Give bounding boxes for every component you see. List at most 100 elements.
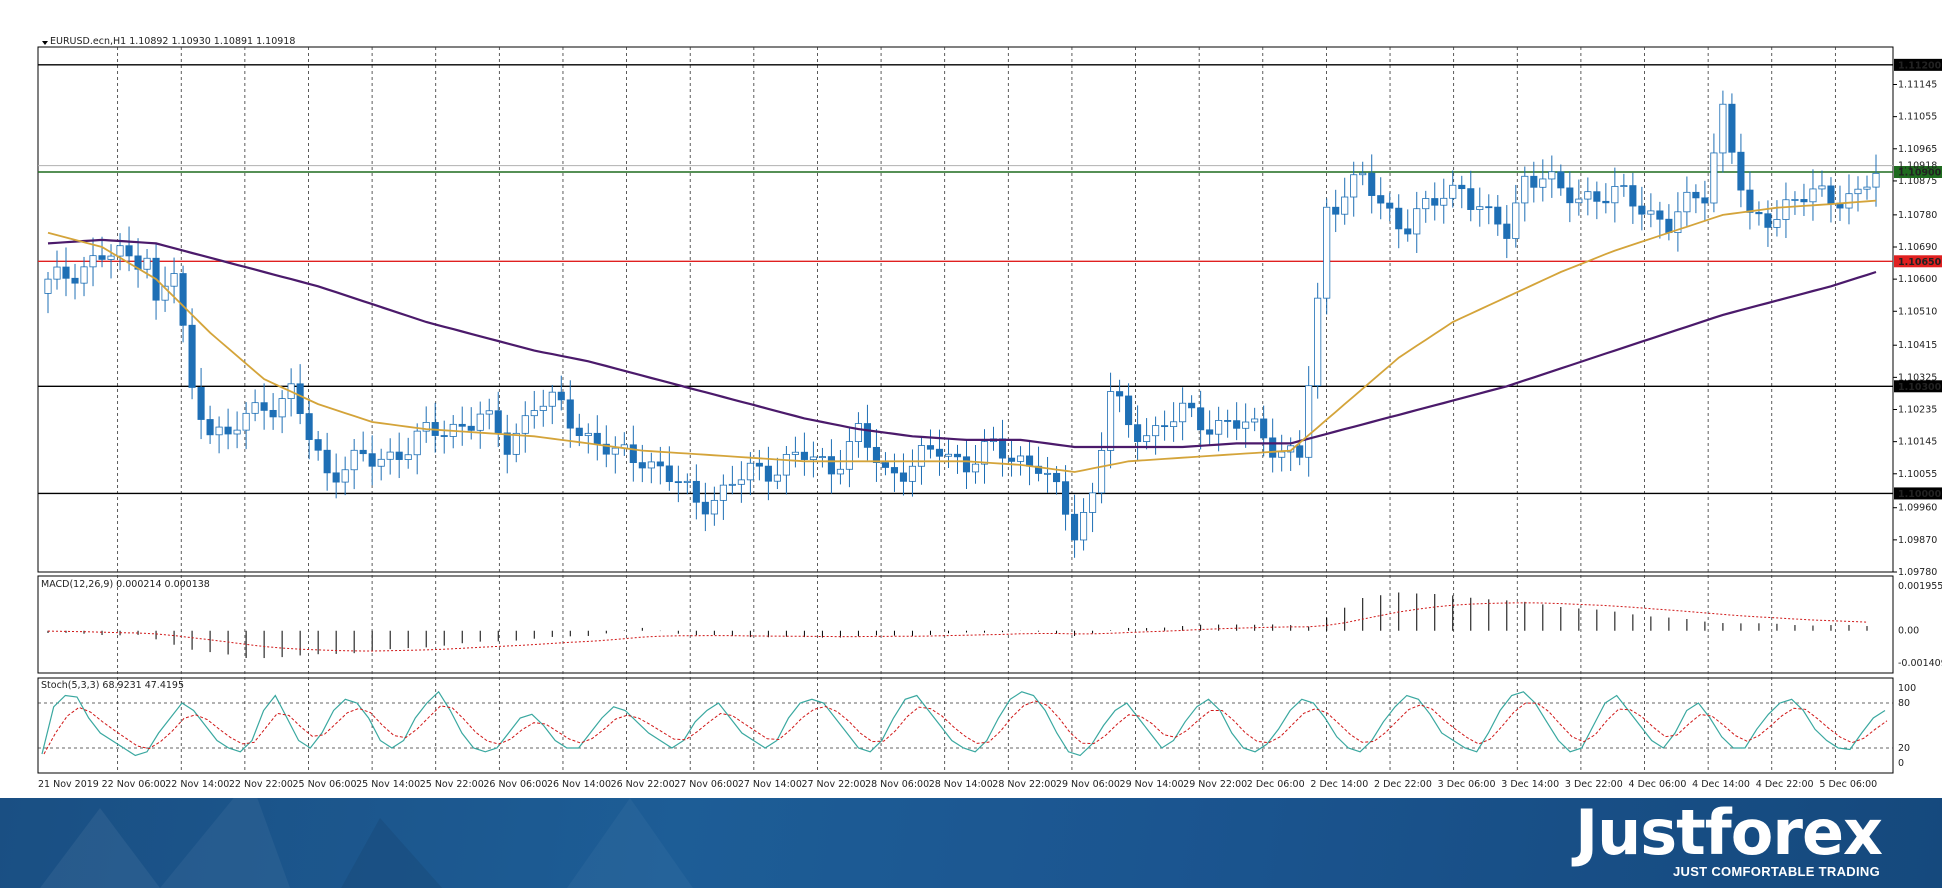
macd-axis-label: 0.00 bbox=[1898, 626, 1919, 637]
candle bbox=[1809, 188, 1817, 203]
candle bbox=[629, 444, 637, 464]
candle bbox=[1548, 171, 1556, 180]
candle bbox=[1791, 199, 1799, 201]
candle bbox=[1458, 184, 1466, 190]
candle bbox=[926, 445, 935, 450]
candle bbox=[1710, 152, 1718, 204]
candle bbox=[1521, 175, 1529, 204]
level-label-box bbox=[1894, 166, 1942, 178]
candle bbox=[1170, 421, 1178, 428]
stochastic-axis-label: 100 bbox=[1898, 683, 1916, 694]
candle bbox=[1872, 172, 1880, 188]
candle bbox=[539, 405, 547, 411]
candle bbox=[773, 474, 781, 482]
candle bbox=[1692, 191, 1700, 199]
candle bbox=[638, 462, 646, 469]
candle bbox=[611, 447, 619, 455]
candle bbox=[179, 273, 187, 326]
candle bbox=[404, 454, 412, 460]
moving-average-fast-line bbox=[47, 199, 1877, 473]
candle bbox=[575, 427, 583, 437]
candle bbox=[323, 449, 331, 474]
time-axis-label: 29 Nov 22:00 bbox=[1183, 779, 1247, 790]
symbol-title: EURUSD.ecn,H1 1.10892 1.10930 1.10891 1.… bbox=[50, 36, 295, 47]
candle bbox=[1305, 385, 1313, 458]
candle bbox=[764, 465, 772, 482]
level-label-box bbox=[1894, 255, 1942, 268]
time-axis-label: 28 Nov 06:00 bbox=[865, 779, 929, 790]
candle bbox=[1016, 455, 1025, 462]
candle bbox=[89, 255, 97, 268]
candle bbox=[1467, 188, 1475, 210]
stochastic-signal-line bbox=[43, 700, 1888, 755]
candle bbox=[206, 419, 214, 436]
candle bbox=[341, 469, 349, 483]
candle bbox=[1647, 210, 1655, 215]
chart-canvas[interactable]: 21 Nov 2019 22 Nov 06:00 22 Nov 14:00 22 No… bbox=[0, 0, 1942, 798]
candle bbox=[1350, 174, 1358, 198]
candle bbox=[1602, 200, 1610, 204]
price-axis-label: 1.10600 bbox=[1898, 274, 1937, 285]
dropdown-arrow-icon bbox=[42, 41, 48, 45]
price-axis-label: 1.10145 bbox=[1898, 437, 1937, 448]
candle bbox=[1052, 472, 1061, 483]
candle bbox=[161, 285, 169, 301]
candle bbox=[1242, 421, 1250, 429]
candle bbox=[422, 422, 430, 432]
candle bbox=[584, 432, 592, 437]
candle bbox=[836, 468, 844, 475]
candle bbox=[440, 435, 448, 437]
time-axis-label: 22 Nov 06:00 bbox=[102, 779, 166, 790]
candle bbox=[1449, 184, 1457, 199]
candle bbox=[1701, 197, 1709, 204]
candle bbox=[530, 410, 538, 417]
candle bbox=[1296, 445, 1304, 458]
current-price-label: 1.10918 bbox=[1898, 161, 1937, 172]
candle bbox=[1620, 185, 1628, 187]
candle bbox=[1377, 195, 1385, 204]
trading-chart[interactable]: 21 Nov 2019 22 Nov 06:00 22 Nov 14:00 22 No… bbox=[0, 0, 1942, 798]
candle bbox=[314, 439, 322, 451]
candle bbox=[116, 245, 124, 257]
candle bbox=[908, 465, 917, 482]
moving-average-slow-line bbox=[47, 238, 1877, 449]
candle bbox=[1107, 391, 1115, 451]
candle bbox=[395, 451, 403, 460]
candle bbox=[260, 402, 268, 411]
candle bbox=[1728, 103, 1736, 153]
macd-histogram-group bbox=[47, 592, 1868, 659]
candle bbox=[1224, 420, 1232, 422]
candle bbox=[1629, 185, 1637, 207]
candle bbox=[1161, 425, 1169, 428]
time-axis-label: 28 Nov 22:00 bbox=[992, 779, 1056, 790]
candle bbox=[107, 255, 115, 260]
candle bbox=[215, 426, 223, 436]
candle bbox=[1062, 481, 1070, 515]
candle bbox=[413, 430, 421, 456]
candle bbox=[1188, 402, 1196, 409]
candle bbox=[332, 472, 340, 483]
macd-axis-label: -0.001409 bbox=[1898, 658, 1942, 669]
price-axis-label: 1.10875 bbox=[1898, 176, 1937, 187]
candle bbox=[998, 438, 1007, 459]
level-label-box bbox=[1894, 487, 1942, 500]
time-axis-label: 4 Dec 22:00 bbox=[1756, 779, 1814, 790]
candle bbox=[269, 409, 277, 418]
candle bbox=[1611, 186, 1619, 204]
candle bbox=[1800, 199, 1808, 203]
candle bbox=[1503, 223, 1511, 239]
candle bbox=[1431, 198, 1439, 206]
brand-tagline: JUST COMFORTABLE TRADING bbox=[1672, 864, 1880, 879]
candle bbox=[1179, 402, 1187, 423]
candle bbox=[476, 413, 484, 431]
candle bbox=[485, 410, 493, 415]
candle bbox=[557, 391, 565, 401]
candle bbox=[890, 467, 899, 474]
candle bbox=[980, 441, 989, 465]
candle bbox=[1656, 210, 1664, 220]
candle bbox=[80, 266, 88, 284]
candle bbox=[719, 484, 727, 501]
candle bbox=[1071, 513, 1079, 541]
candle bbox=[683, 480, 691, 483]
candle bbox=[701, 501, 709, 515]
